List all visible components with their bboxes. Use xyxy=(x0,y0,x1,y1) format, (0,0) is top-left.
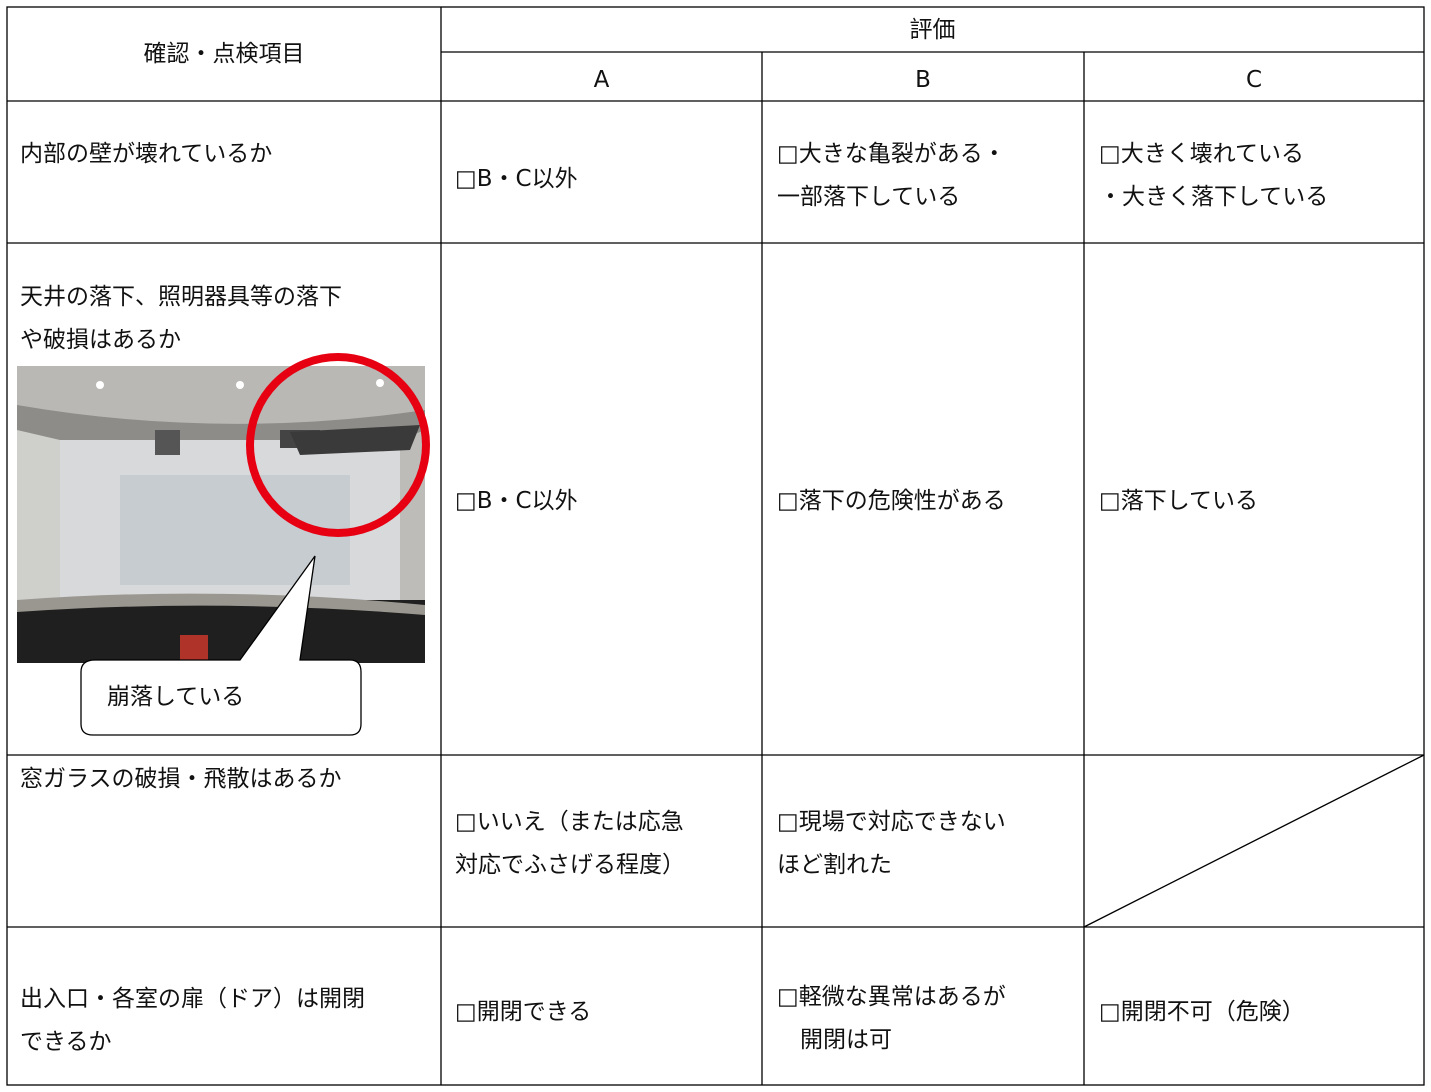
grade-b-text: □現場で対応できない xyxy=(777,809,1006,835)
grade-b-text: 開閉は可 xyxy=(777,1027,892,1053)
grade-b-text: 一部落下している xyxy=(777,184,961,210)
grade-a-text: □いいえ（または応急 xyxy=(455,809,684,835)
empty-cell-diagonal xyxy=(1083,754,1425,928)
item-text: できるか xyxy=(20,1029,112,1055)
grade-c-text: ・大きく落下している xyxy=(1099,184,1329,210)
grade-a-text: □B・C以外 xyxy=(455,488,578,514)
table-border xyxy=(6,6,1425,1086)
item-text: 出入口・各室の扉（ドア）は開閉 xyxy=(20,986,365,1012)
grade-label: C xyxy=(1245,67,1263,93)
highlight-circle xyxy=(246,353,430,537)
callout-bubble xyxy=(80,555,362,736)
photo xyxy=(17,366,425,663)
grade-a-text: □開閉できる xyxy=(455,999,592,1025)
header-evaluation: 評価 xyxy=(909,17,956,43)
grade-b-text: □軽微な異常はあるが xyxy=(777,984,1006,1010)
item-text: 天井の落下、照明器具等の落下 xyxy=(20,284,342,310)
item-text: 窓ガラスの破損・飛散はあるか xyxy=(20,766,342,792)
grade-label: A xyxy=(593,67,610,93)
grade-a-text: 対応でふさげる程度） xyxy=(455,852,685,878)
item-text: や破損はあるか xyxy=(20,327,181,353)
grade-c-text: □大きく壊れている xyxy=(1099,141,1305,167)
grade-label: B xyxy=(915,67,931,93)
photo-callout-text: 崩落している xyxy=(107,684,245,710)
grade-c-text: □開閉不可（危険） xyxy=(1099,999,1305,1025)
grade-c-text: □落下している xyxy=(1099,488,1259,514)
grade-b-text: □落下の危険性がある xyxy=(777,488,1006,514)
header-item: 確認・点検項目 xyxy=(143,41,305,67)
grade-b-text: □大きな亀裂がある・ xyxy=(777,141,1006,167)
item-text: 内部の壁が壊れているか xyxy=(20,141,273,167)
grade-a-text: □B・C以外 xyxy=(455,166,578,192)
grade-b-text: ほど割れた xyxy=(777,852,892,878)
